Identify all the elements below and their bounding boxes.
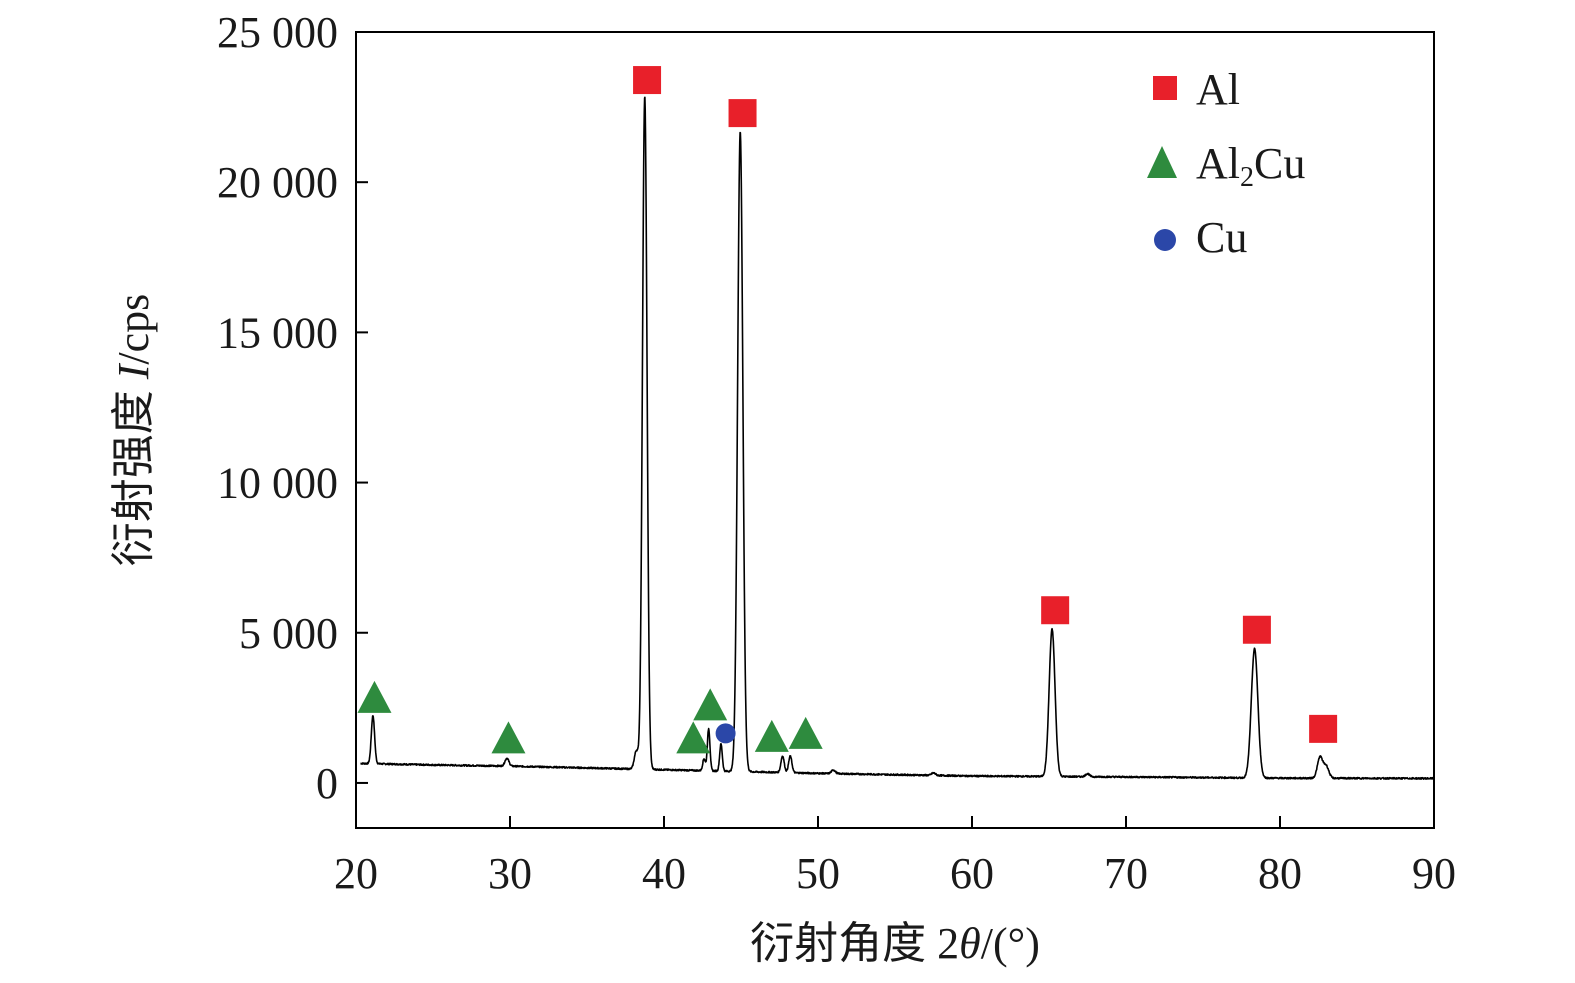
x-axis-title-symbol: θ: [959, 919, 981, 968]
y-tick-label: 10 000: [217, 459, 338, 508]
legend-label-al2cu-sub: 2: [1240, 162, 1254, 193]
y-axis-title-prefix: 衍射强度: [109, 379, 158, 566]
marker-triangle-1: [676, 721, 711, 754]
x-tick-label: 30: [488, 849, 532, 898]
legend-marker-cu: [1154, 229, 1176, 251]
y-axis-title: 衍射强度 I/cps: [109, 294, 158, 567]
marker-triangle-1: [693, 688, 728, 721]
x-tick-label: 40: [642, 849, 686, 898]
x-tick-label: 70: [1104, 849, 1148, 898]
marker-square-0: [1242, 615, 1271, 644]
y-axis-title-suffix: /cps: [109, 294, 158, 365]
y-axis-title-symbol: I: [109, 362, 158, 380]
marker-circle-2: [715, 723, 736, 744]
phase-markers: [357, 66, 1338, 754]
legend-label-al2cu: Al2Cu: [1196, 139, 1305, 193]
marker-triangle-1: [788, 716, 823, 749]
legend-label-al: Al: [1196, 65, 1240, 114]
plot-frame: [355, 31, 1435, 829]
x-axis-title-suffix: /(°): [981, 919, 1040, 968]
legend-label-al2cu-rest: Cu: [1254, 139, 1305, 188]
marker-triangle-1: [754, 719, 789, 752]
marker-square-0: [728, 99, 757, 128]
x-tick-label: 50: [796, 849, 840, 898]
x-axis-title: 衍射角度 2θ/(°): [750, 919, 1040, 968]
x-axis-ticks: 20 30 40 50 60 70 80 90: [334, 816, 1456, 898]
y-tick-label: 20 000: [217, 158, 338, 207]
marker-triangle-1: [357, 680, 392, 713]
x-tick-label: 20: [334, 849, 378, 898]
legend-label-cu: Cu: [1196, 213, 1247, 262]
x-axis-title-prefix: 衍射角度 2: [750, 919, 959, 968]
marker-triangle-1: [491, 721, 526, 754]
x-tick-label: 90: [1412, 849, 1456, 898]
legend-marker-al: [1153, 76, 1177, 100]
y-tick-label: 25 000: [217, 8, 338, 57]
diffraction-pattern-line: [360, 96, 1435, 780]
y-tick-label: 15 000: [217, 308, 338, 357]
y-axis-ticks: 0 5 000 10 000 15 000 20 000 25 000: [217, 8, 368, 808]
marker-square-0: [633, 66, 662, 95]
y-tick-label: 5 000: [239, 609, 338, 658]
x-tick-label: 80: [1258, 849, 1302, 898]
x-tick-label: 60: [950, 849, 994, 898]
marker-square-0: [1309, 714, 1338, 743]
legend-marker-al2cu: [1147, 146, 1177, 178]
y-tick-label: 0: [316, 759, 338, 808]
legend-label-al2cu-base: Al: [1196, 139, 1240, 188]
marker-square-0: [1041, 596, 1070, 625]
legend: Al Al2Cu Cu: [1147, 65, 1305, 262]
